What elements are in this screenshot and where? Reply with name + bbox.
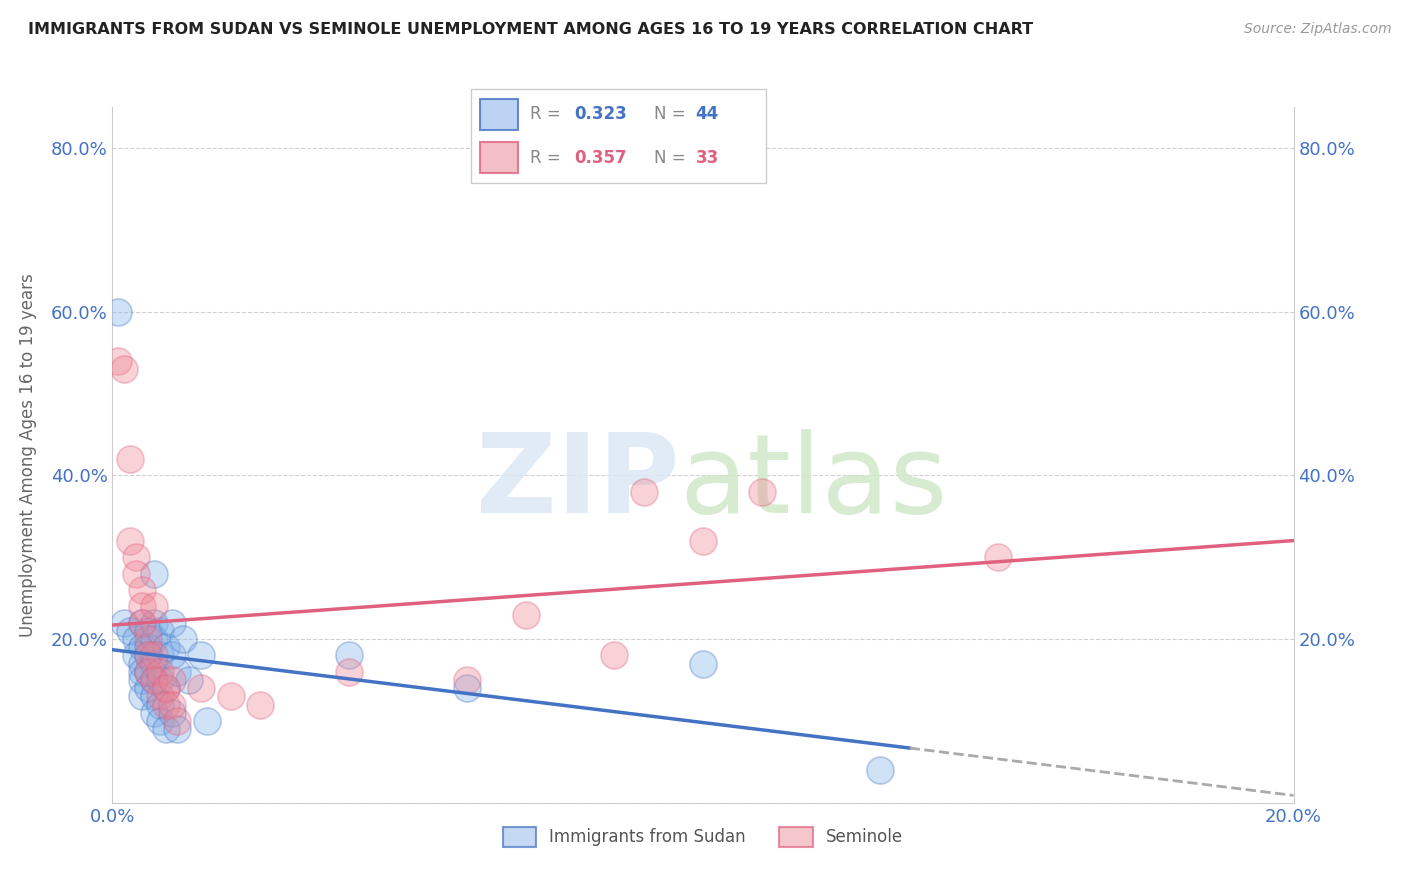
- Point: [195, 714, 218, 728]
- Point: [179, 673, 201, 687]
- Point: [112, 362, 135, 376]
- Point: [692, 657, 714, 671]
- Point: [120, 452, 142, 467]
- Point: [149, 714, 172, 728]
- Point: [125, 648, 148, 663]
- Point: [249, 698, 271, 712]
- Point: [142, 673, 165, 687]
- Point: [142, 632, 165, 646]
- Text: R =: R =: [530, 105, 567, 123]
- Text: N =: N =: [654, 149, 690, 167]
- Text: 0.357: 0.357: [575, 149, 627, 167]
- Point: [136, 640, 159, 655]
- Point: [166, 722, 188, 736]
- Point: [337, 648, 360, 663]
- Point: [131, 665, 153, 679]
- Point: [131, 640, 153, 655]
- Point: [131, 582, 153, 597]
- Point: [131, 657, 153, 671]
- Point: [751, 484, 773, 499]
- Text: N =: N =: [654, 105, 690, 123]
- Point: [120, 533, 142, 548]
- Point: [142, 690, 165, 704]
- Point: [172, 632, 194, 646]
- Point: [149, 673, 172, 687]
- Bar: [479, 142, 519, 173]
- Y-axis label: Unemployment Among Ages 16 to 19 years: Unemployment Among Ages 16 to 19 years: [18, 273, 37, 637]
- Point: [125, 632, 148, 646]
- Point: [142, 706, 165, 720]
- Point: [219, 690, 242, 704]
- Point: [131, 599, 153, 614]
- Point: [869, 763, 891, 777]
- Point: [142, 648, 165, 663]
- Point: [633, 484, 655, 499]
- Point: [149, 624, 172, 638]
- Point: [160, 648, 183, 663]
- Text: ZIP: ZIP: [477, 429, 679, 536]
- Point: [155, 681, 177, 696]
- Point: [149, 648, 172, 663]
- Point: [136, 648, 159, 663]
- Text: IMMIGRANTS FROM SUDAN VS SEMINOLE UNEMPLOYMENT AMONG AGES 16 TO 19 YEARS CORRELA: IMMIGRANTS FROM SUDAN VS SEMINOLE UNEMPL…: [28, 22, 1033, 37]
- Point: [136, 632, 159, 646]
- Point: [155, 681, 177, 696]
- Point: [166, 665, 188, 679]
- Point: [155, 698, 177, 712]
- Point: [160, 673, 183, 687]
- Text: 33: 33: [696, 149, 718, 167]
- Point: [142, 657, 165, 671]
- Point: [131, 673, 153, 687]
- Point: [515, 607, 537, 622]
- Point: [120, 624, 142, 638]
- Point: [456, 673, 478, 687]
- Point: [107, 304, 129, 318]
- Point: [190, 648, 212, 663]
- Text: 44: 44: [696, 105, 718, 123]
- Point: [603, 648, 626, 663]
- Point: [125, 550, 148, 565]
- Legend: Immigrants from Sudan, Seminole: Immigrants from Sudan, Seminole: [496, 820, 910, 854]
- Point: [136, 681, 159, 696]
- Point: [142, 599, 165, 614]
- Point: [142, 615, 165, 630]
- Point: [456, 681, 478, 696]
- Point: [136, 624, 159, 638]
- Point: [136, 665, 159, 679]
- Point: [136, 648, 159, 663]
- Point: [149, 698, 172, 712]
- Point: [190, 681, 212, 696]
- Text: atlas: atlas: [679, 429, 948, 536]
- Point: [125, 566, 148, 581]
- Point: [166, 714, 188, 728]
- Point: [337, 665, 360, 679]
- Point: [155, 640, 177, 655]
- Bar: [479, 98, 519, 130]
- Point: [142, 566, 165, 581]
- Point: [155, 722, 177, 736]
- Point: [107, 353, 129, 368]
- Text: Source: ZipAtlas.com: Source: ZipAtlas.com: [1244, 22, 1392, 37]
- Point: [692, 533, 714, 548]
- Point: [131, 690, 153, 704]
- Point: [149, 665, 172, 679]
- Point: [142, 673, 165, 687]
- Text: R =: R =: [530, 149, 567, 167]
- Point: [136, 665, 159, 679]
- Point: [149, 690, 172, 704]
- Point: [160, 698, 183, 712]
- Point: [160, 706, 183, 720]
- Point: [160, 615, 183, 630]
- Point: [987, 550, 1010, 565]
- Point: [131, 615, 153, 630]
- Point: [131, 615, 153, 630]
- Text: 0.323: 0.323: [575, 105, 627, 123]
- Point: [112, 615, 135, 630]
